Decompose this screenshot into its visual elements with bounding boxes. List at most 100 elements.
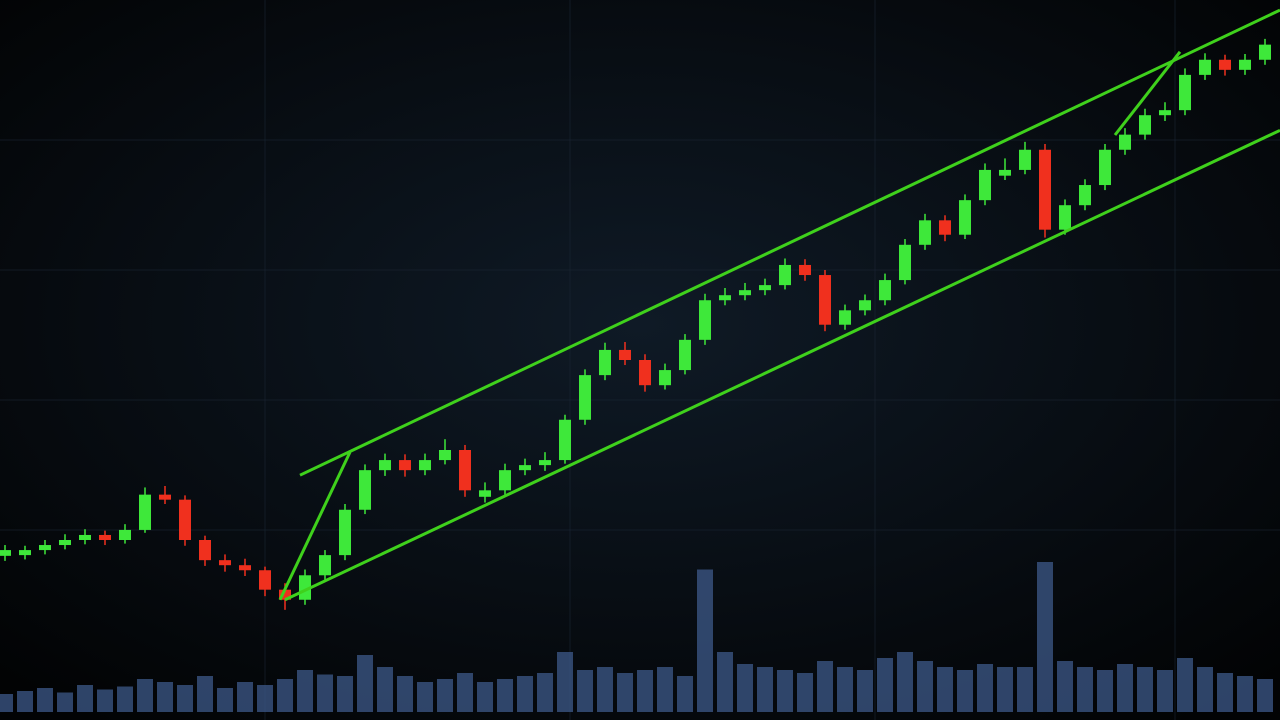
volume-bar	[557, 652, 573, 712]
volume-bar	[1197, 667, 1213, 712]
volume-bar	[477, 682, 493, 712]
candle-body	[639, 360, 651, 386]
volume-bar	[117, 686, 133, 712]
candle-body	[119, 529, 131, 540]
candle-body	[1059, 205, 1071, 230]
volume-bar	[437, 679, 453, 712]
volume-bar	[77, 685, 93, 712]
candle-body	[399, 460, 411, 471]
candle-body	[99, 534, 111, 540]
volume-bar	[177, 685, 193, 712]
candle-body	[179, 499, 191, 540]
volume-bar	[877, 658, 893, 712]
volume-bar	[97, 689, 113, 712]
volume-bar	[1017, 667, 1033, 712]
candle-body	[379, 460, 391, 471]
volume-bar	[297, 670, 313, 712]
volume-bar	[1157, 670, 1173, 712]
volume-bar	[1057, 661, 1073, 712]
volume-bar	[1117, 664, 1133, 712]
candle-body	[319, 555, 331, 576]
volume-bar	[417, 682, 433, 712]
candle-body	[1079, 185, 1091, 206]
volume-bar	[1217, 673, 1233, 712]
candle-body	[1119, 134, 1131, 150]
trend-line	[278, 451, 352, 601]
candle-body	[1199, 59, 1211, 75]
candle-body	[979, 169, 991, 201]
volume-bar	[357, 655, 373, 712]
volume-bar	[897, 652, 913, 712]
volume-bar	[617, 673, 633, 712]
volume-bar	[1077, 667, 1093, 712]
candle-body	[819, 275, 831, 325]
volume-bar	[957, 670, 973, 712]
volume-bar	[997, 667, 1013, 712]
volume-bar	[497, 679, 513, 712]
candle-body	[919, 220, 931, 245]
volume-bar	[517, 676, 533, 712]
volume-bar	[937, 667, 953, 712]
volume-bar	[0, 694, 13, 712]
trend-line	[284, 128, 1280, 602]
volume-bar	[797, 673, 813, 712]
candle-body	[719, 295, 731, 301]
candle-body	[499, 470, 511, 491]
candle-body	[959, 200, 971, 235]
candle-body	[1259, 44, 1271, 60]
candle-body	[19, 550, 31, 556]
candle-body	[879, 280, 891, 301]
candle-body	[539, 460, 551, 466]
volume-bar	[977, 664, 993, 712]
candle-body	[79, 534, 91, 540]
candle-body	[1139, 115, 1151, 135]
volume-bar	[637, 670, 653, 712]
volume-bar	[1177, 658, 1193, 712]
volume-bar	[317, 674, 333, 712]
candle-body	[739, 290, 751, 296]
candle-body	[559, 419, 571, 461]
candle-body	[859, 300, 871, 311]
volume-bar	[917, 661, 933, 712]
volume-bar	[217, 688, 233, 712]
candle-body	[779, 264, 791, 286]
candle-body	[459, 450, 471, 491]
volume-bar	[817, 661, 833, 712]
volume-bar	[597, 667, 613, 712]
volume-bar	[37, 688, 53, 712]
volume-bar	[777, 670, 793, 712]
volume-bar	[537, 673, 553, 712]
candle-body	[1239, 59, 1251, 70]
candle-body	[259, 570, 271, 590]
candle-body	[299, 575, 311, 600]
candle-body	[699, 300, 711, 340]
volume-bar	[1137, 667, 1153, 712]
candle-body	[679, 339, 691, 371]
candle-body	[439, 450, 451, 461]
volume-bar	[457, 673, 473, 712]
candle-body	[619, 349, 631, 360]
candle-body	[519, 465, 531, 471]
volume-bar	[737, 664, 753, 712]
volume-bar	[857, 670, 873, 712]
volume-bar	[657, 667, 673, 712]
volume-bar	[17, 691, 33, 712]
volume-bar	[57, 692, 73, 712]
trend-line	[1113, 50, 1182, 136]
candle-body	[159, 494, 171, 500]
candle-body	[59, 540, 71, 546]
candle-body	[1159, 110, 1171, 116]
volume-bar	[237, 682, 253, 712]
volume-bar	[577, 670, 593, 712]
candle-body	[1019, 149, 1031, 170]
candle-body	[759, 285, 771, 291]
volume-bar	[837, 667, 853, 712]
volume-bar	[277, 679, 293, 712]
candle-body	[479, 490, 491, 497]
volume-bar	[337, 676, 353, 712]
candle-body	[359, 470, 371, 510]
candle-body	[579, 375, 591, 420]
candle-body	[279, 589, 291, 600]
